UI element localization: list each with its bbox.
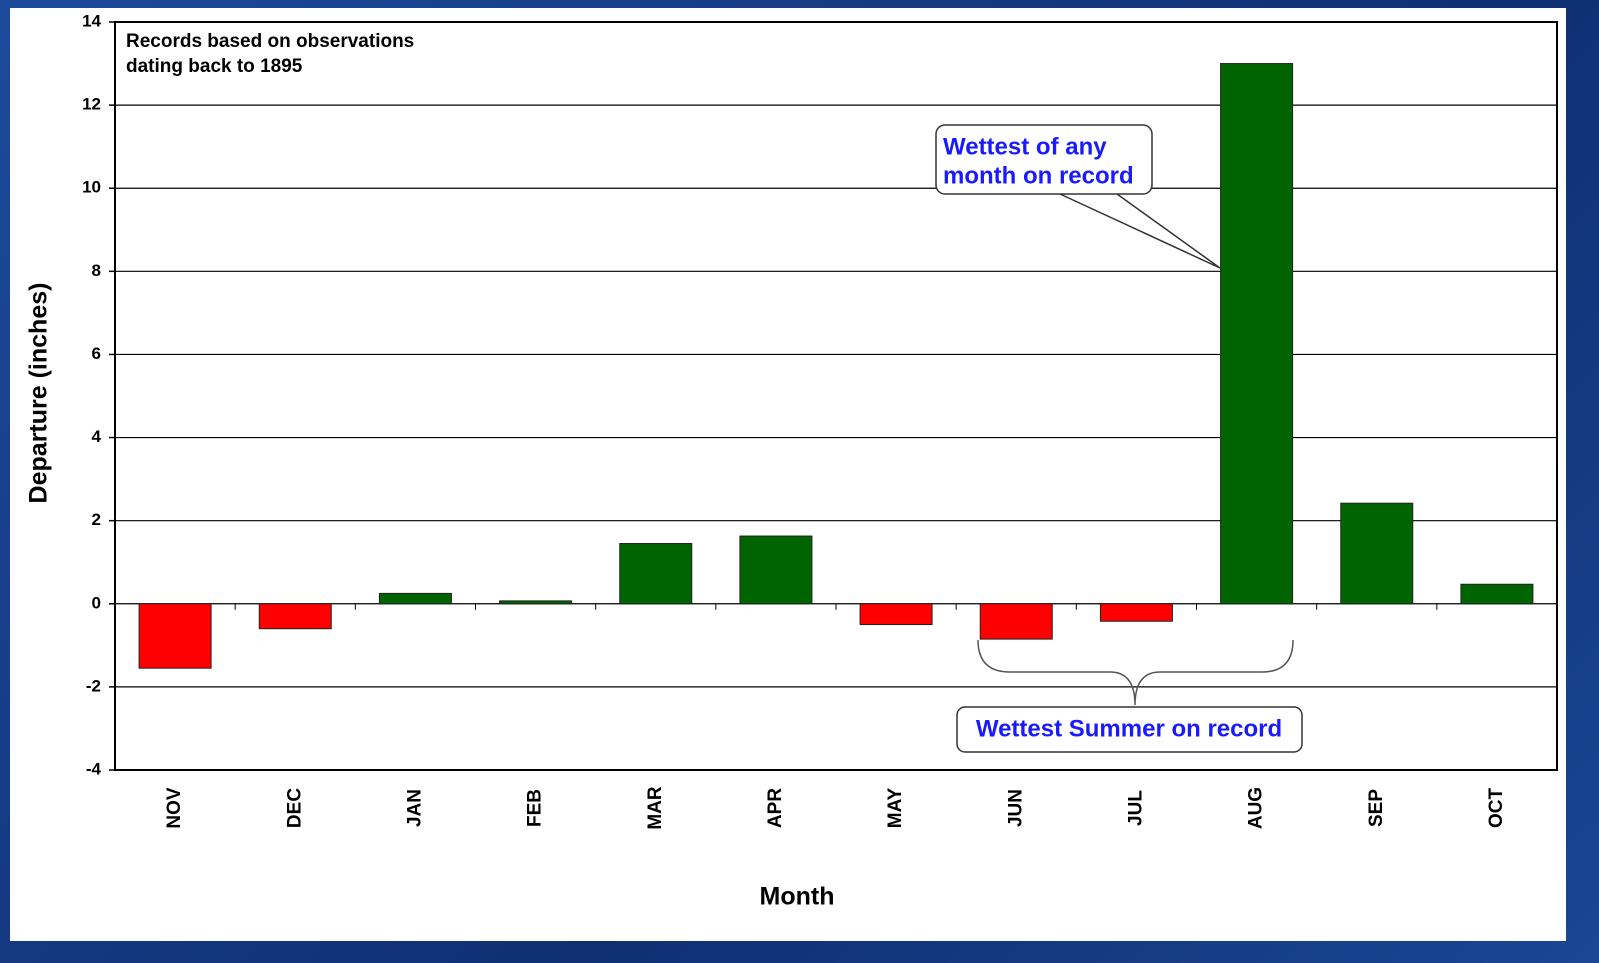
- y-tick-label: -2: [86, 676, 101, 695]
- summer-callout: Wettest Summer on record: [956, 639, 1303, 753]
- x-tick-label: DEC: [284, 788, 305, 828]
- callout-box: [956, 706, 1303, 753]
- y-tick-label: 0: [92, 593, 101, 612]
- bar: [979, 603, 1053, 640]
- bar: [1220, 63, 1294, 605]
- x-tick-label: NOV: [164, 787, 185, 829]
- bar: [1340, 502, 1414, 605]
- bar: [1460, 583, 1534, 605]
- bar: [138, 603, 212, 669]
- y-tick-label: 12: [82, 95, 101, 114]
- brace: [977, 639, 1294, 706]
- bar: [378, 592, 452, 605]
- callout-line: Wettest Summer on record: [976, 715, 1282, 742]
- bar: [739, 535, 813, 605]
- callout-line: Wettest of any: [943, 133, 1107, 160]
- x-tick-label: MAR: [645, 786, 666, 830]
- month-callout: Wettest of any month on record: [935, 124, 1221, 269]
- bar: [1099, 603, 1173, 622]
- x-tick-label: APR: [765, 788, 786, 828]
- y-axis-label: Departure (inches): [25, 283, 53, 504]
- chart-background: [10, 8, 1566, 941]
- x-tick-label: FEB: [525, 789, 546, 827]
- note-line: Records based on observations: [126, 31, 414, 52]
- callout-line: month on record: [943, 162, 1134, 189]
- x-tick-label: JAN: [404, 789, 425, 827]
- y-tick-label: 2: [92, 510, 101, 529]
- bar: [619, 543, 693, 605]
- y-tick-label: 8: [92, 261, 101, 280]
- callout-box: [935, 124, 1153, 195]
- y-tick-label: 10: [82, 178, 101, 197]
- y-tick-label: 6: [92, 344, 101, 363]
- plot-frame: [114, 21, 1558, 771]
- x-tick-label: JUL: [1125, 790, 1146, 826]
- x-tick-label: JUN: [1005, 789, 1026, 827]
- bar: [258, 603, 332, 630]
- y-tick-label: 14: [82, 11, 101, 30]
- note-line: dating back to 1895: [126, 56, 303, 77]
- x-tick-label: SEP: [1366, 789, 1387, 827]
- bar: [499, 600, 573, 605]
- x-tick-label: OCT: [1486, 788, 1507, 829]
- x-tick-label: MAY: [885, 787, 906, 828]
- plot: -4 -2 0 2 4 6 8 10 12 14 NOV DEC JAN FEB MAR APR MAY JUN J…: [82, 11, 1558, 830]
- bar: [859, 603, 933, 626]
- x-axis-label: Month: [760, 883, 835, 911]
- y-tick-label: 4: [92, 427, 102, 446]
- callout-pointer: [1059, 193, 1221, 269]
- x-tick-label: AUG: [1246, 787, 1267, 829]
- y-tick-label: -4: [86, 759, 102, 778]
